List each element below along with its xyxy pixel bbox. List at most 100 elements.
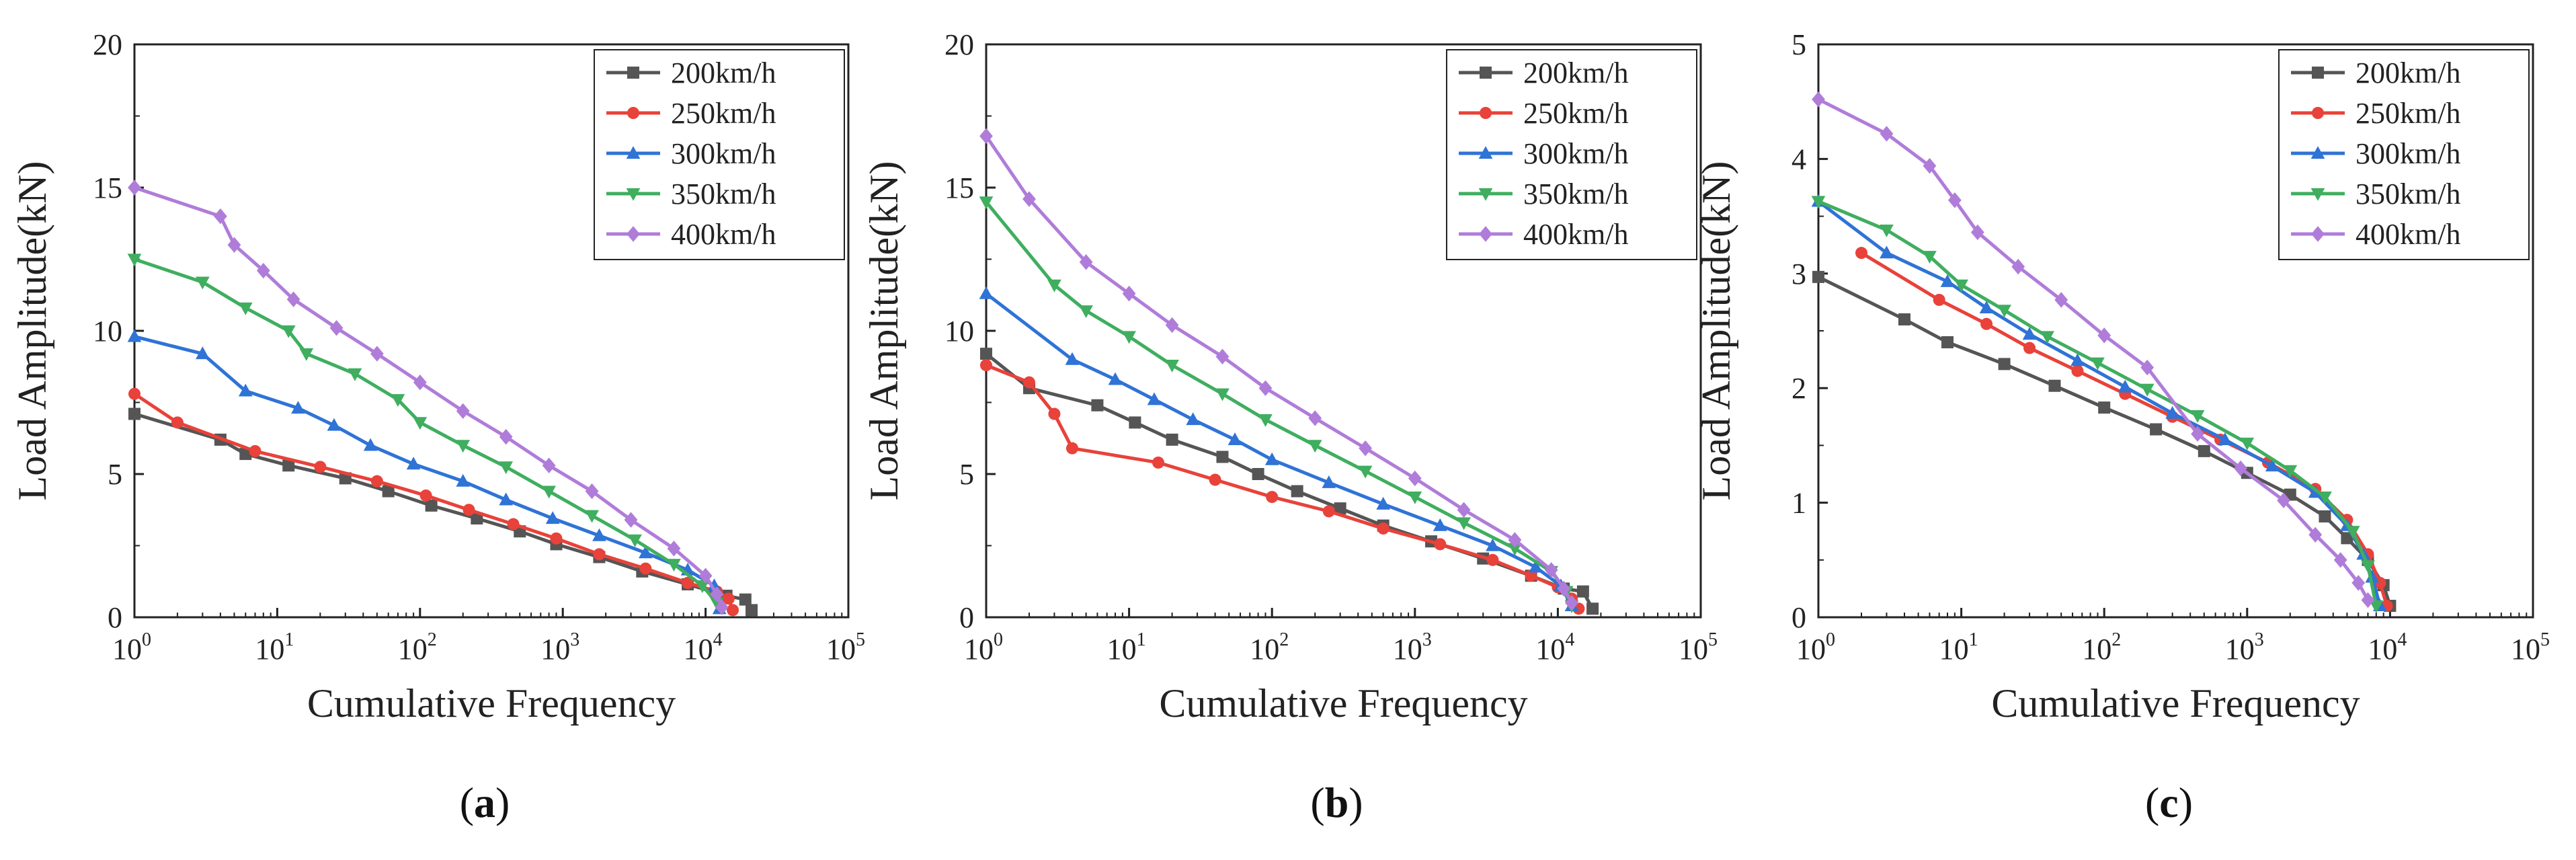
series-line [134, 412, 754, 611]
data-point [585, 483, 599, 500]
x-tick-label: 102 [398, 629, 437, 666]
data-point [1486, 553, 1499, 566]
data-point [2345, 526, 2360, 539]
data-point [1898, 313, 1910, 325]
data-point [1812, 270, 1824, 283]
chart-panel-a: 0 5 10 15 20 100 101 102 103 104 105 Cumulative Fre… [10, 28, 865, 826]
data-point [979, 196, 994, 210]
data-point [213, 208, 227, 225]
data-point [1880, 126, 1894, 142]
y-tick-label: 5 [1792, 28, 1806, 61]
data-point [1165, 360, 1179, 373]
data-point [1266, 491, 1279, 504]
x-tick-label: 105 [1679, 629, 1718, 666]
data-point [1308, 410, 1322, 426]
data-point [980, 348, 992, 360]
data-point [1812, 91, 1825, 108]
data-point [471, 512, 483, 525]
data-point [499, 461, 514, 475]
series-line [985, 292, 1574, 607]
data-point [545, 511, 560, 524]
data-point [2097, 327, 2111, 344]
series-200km-per-h [1812, 270, 2397, 612]
chart-panel-b: 0 5 10 15 20 100 101 102 103 104 105 Cumulative Fre… [862, 28, 1718, 826]
legend-entry-label: 350km/h [671, 178, 776, 210]
data-point [2240, 437, 2255, 451]
data-point [1998, 358, 2011, 370]
data-point [456, 440, 471, 453]
y-axis-title: Load Amplitude(kN) [1694, 161, 1738, 501]
data-point [2071, 364, 2084, 377]
data-point [391, 394, 405, 407]
data-point [329, 320, 344, 336]
y-tick-label: 10 [944, 315, 974, 348]
x-tick-label: 104 [1535, 629, 1574, 666]
legend-swatch-marker [1480, 107, 1492, 119]
data-point [2265, 459, 2280, 472]
data-point [1525, 570, 1537, 582]
panel-label: (c) [2145, 779, 2193, 826]
x-tick-label: 105 [2511, 629, 2550, 666]
data-point [2234, 460, 2247, 477]
series-line [1860, 251, 2389, 607]
data-point [1022, 376, 1035, 389]
legend: 200km/h 250km/h 300km/h 350km/h 400km/h [1446, 49, 1697, 260]
panel-label: (b) [1310, 779, 1363, 826]
data-point [682, 576, 694, 589]
data-point [282, 459, 295, 472]
data-point [1358, 465, 1373, 479]
data-point [550, 532, 563, 545]
legend-swatch-marker [2312, 107, 2324, 119]
series-line [1817, 275, 2392, 607]
data-point [2361, 560, 2375, 574]
legend-entry-label: 250km/h [1523, 97, 1628, 130]
data-point [1970, 224, 1984, 241]
data-point [1377, 522, 1390, 535]
data-point [1258, 380, 1273, 396]
y-tick-label: 3 [1792, 258, 1806, 290]
data-point [593, 548, 606, 561]
data-point [2365, 570, 2380, 583]
data-point [1209, 473, 1221, 486]
data-point [746, 604, 758, 617]
data-point [1166, 433, 1178, 446]
data-point [1334, 502, 1346, 515]
data-point [413, 374, 427, 391]
data-point [227, 237, 241, 253]
data-point [1529, 559, 1543, 573]
series-250km-per-h [980, 359, 1585, 615]
data-point [1152, 456, 1164, 469]
y-tick-label: 2 [1792, 372, 1806, 405]
y-axis-title: Load Amplitude(kN) [862, 161, 906, 501]
x-tick-label: 101 [255, 629, 294, 666]
data-point [1091, 399, 1104, 412]
data-point [2283, 465, 2298, 478]
data-point [128, 180, 141, 196]
data-point [1147, 392, 1162, 405]
data-point [1047, 279, 1061, 292]
data-point [1557, 580, 1571, 597]
legend-entry-label: 400km/h [671, 218, 776, 251]
legend-entry-label: 300km/h [2356, 137, 2460, 170]
data-point [2070, 353, 2085, 366]
series-line [985, 200, 1574, 607]
data-point [2098, 401, 2111, 414]
data-point [128, 387, 140, 400]
data-point [2011, 258, 2025, 275]
data-point [1186, 412, 1201, 426]
data-point [1576, 585, 1589, 598]
legend: 200km/h 250km/h 300km/h 350km/h 400km/h [2278, 49, 2530, 260]
legend-entry-label: 250km/h [671, 97, 776, 130]
data-point [291, 401, 305, 414]
data-point [1408, 470, 1422, 487]
data-point [128, 407, 140, 420]
data-point [2351, 575, 2366, 591]
y-tick-label: 15 [944, 171, 974, 204]
data-point [1165, 317, 1179, 334]
data-point [1544, 562, 1558, 578]
data-point [1359, 440, 1372, 457]
x-tick-label: 104 [2368, 629, 2407, 666]
data-point [456, 403, 470, 419]
y-tick-label: 20 [93, 28, 122, 61]
data-point [628, 534, 642, 547]
